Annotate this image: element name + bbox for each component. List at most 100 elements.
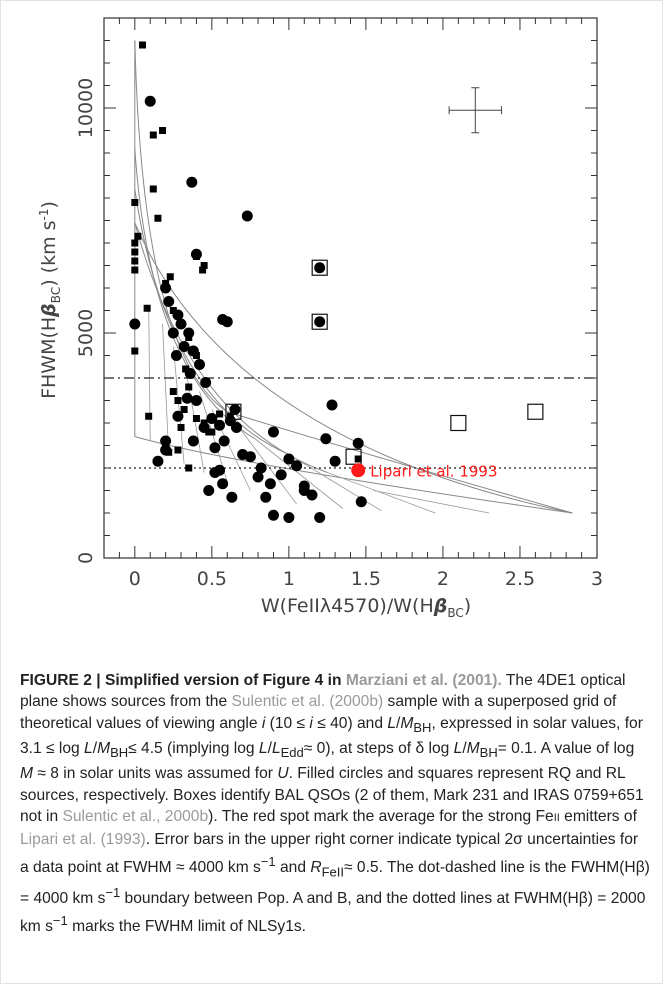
caption-var: L xyxy=(84,740,93,757)
rq-circle-marker xyxy=(184,368,196,379)
caption-text: / xyxy=(267,740,272,757)
caption-ref-sulentic-2[interactable]: Sulentic et al., 2000b xyxy=(62,808,209,825)
rq-circle-marker xyxy=(206,413,218,424)
x-tick-label: 3 xyxy=(591,568,603,590)
rq-circle-marker xyxy=(217,478,229,490)
caption-text: / xyxy=(396,714,401,732)
rl-square-marker xyxy=(216,410,224,418)
grid-line xyxy=(162,323,170,455)
rq-circle-marker xyxy=(170,350,182,361)
caption-var: U xyxy=(277,765,289,783)
rq-circle-marker xyxy=(200,377,212,388)
y-tick-labels: 0 5000 10000 xyxy=(75,78,97,564)
rq-circle-marker xyxy=(203,485,215,496)
rq-circle-marker xyxy=(172,309,184,321)
caption-var: i xyxy=(309,714,313,732)
rq-circle-marker xyxy=(160,435,172,447)
rl-square-marker xyxy=(180,406,188,413)
scatter-chart: 0 0.5 1 1.5 2 2.5 3 0 5000 10000 Lipari et al. 1… xyxy=(37,17,603,620)
rl-square-marker xyxy=(199,266,207,274)
x-tick-label: 2 xyxy=(437,568,449,590)
rq-circle-marker xyxy=(306,489,318,501)
rq-circle-marker xyxy=(267,426,279,438)
rq-circle-marker xyxy=(187,345,199,357)
rq-circle-marker xyxy=(255,462,267,474)
annotation-lipari: Lipari et al. 1993 xyxy=(370,462,497,480)
x-axis-title: W(FeIIλ4570)/W(HβBC) xyxy=(261,595,471,620)
x-tick-label: 0.5 xyxy=(197,568,227,590)
caption-text: . Filled circles and squares represent R… xyxy=(20,765,644,825)
figure-caption: FIGURE 2 | Simplified version of Figure … xyxy=(20,670,650,937)
x-tick-labels: 0 0.5 1 1.5 2 2.5 3 xyxy=(129,568,603,590)
rl-square-marker xyxy=(131,248,139,256)
rl-square-marker xyxy=(139,41,147,49)
error-bar xyxy=(448,87,502,134)
caption-text: ≤ 4.5 (implying log xyxy=(128,740,259,757)
grid-line xyxy=(148,305,151,442)
caption-var: M xyxy=(400,714,414,732)
caption-title-ref[interactable]: Marziani et al. (2001). xyxy=(345,672,502,689)
caption-sub: BH xyxy=(110,745,129,761)
caption-text: ). The red spot mark the average for the… xyxy=(208,808,554,825)
rl-square-marker xyxy=(192,415,200,422)
rq-circle-marker xyxy=(320,433,332,445)
caption-text: emitters of xyxy=(559,808,637,825)
rq-circle-marker xyxy=(167,327,179,339)
bal-box-marker xyxy=(527,403,544,420)
rq-circle-marker xyxy=(260,491,272,503)
rl-square-marker xyxy=(182,365,190,373)
caption-var: i xyxy=(261,714,266,732)
y-tick-label: 0 xyxy=(75,552,97,564)
rq-circle-marker xyxy=(178,341,190,352)
rl-square-marker xyxy=(131,239,139,247)
caption-text: and xyxy=(275,858,311,876)
caption-text: = 0.1. A value of log xyxy=(497,740,635,757)
rl-square-marker xyxy=(208,428,216,436)
reference-lines xyxy=(104,377,597,469)
grid-line xyxy=(373,490,490,514)
rl-square-marker xyxy=(154,214,162,222)
rq-circle-marker xyxy=(252,471,264,483)
rq-circle-marker xyxy=(144,95,156,107)
rq-circle-marker xyxy=(314,316,326,328)
rq-circle-marker xyxy=(283,512,295,523)
rq-circle-marker xyxy=(187,435,199,447)
caption-text: , expressed in solar values, for 3.1 ≤ l… xyxy=(20,714,643,757)
rq-circle-marker xyxy=(314,512,326,523)
rq-circle-marker xyxy=(283,453,295,465)
bal-box-marker xyxy=(450,414,467,432)
rq-circle-marker xyxy=(129,318,141,330)
caption-ref-sulentic[interactable]: Sulentic et al. (2000b) xyxy=(231,693,384,711)
caption-text: ≈ 8 in solar units was assumed for xyxy=(33,765,278,783)
rl-square-marker xyxy=(131,257,139,265)
rl-square-marker xyxy=(134,232,142,240)
caption-title: FIGURE 2 | Simplified version of Figure … xyxy=(20,672,346,689)
rq-circle-marker xyxy=(194,359,206,370)
grid-curve xyxy=(227,411,573,514)
caption-text: The 4DE1 optical plane shows sources fro… xyxy=(20,672,626,711)
caption-text: marks the FWHM limit of NLSy1s. xyxy=(67,917,307,935)
rl-square-marker xyxy=(149,131,157,139)
caption-text: . Error bars in the upper right corner i… xyxy=(20,831,639,876)
caption-ref-lipari[interactable]: Lipari et al. (1993) xyxy=(20,831,146,849)
rl-square-marker xyxy=(354,455,362,463)
data-markers xyxy=(129,41,544,523)
bal-box-marker xyxy=(345,448,362,465)
y-tick-label: 5000 xyxy=(75,309,97,357)
rq-circle-marker xyxy=(160,282,172,294)
rq-circle-marker xyxy=(209,442,221,454)
rq-circle-marker xyxy=(298,480,310,492)
rl-square-marker xyxy=(149,185,157,193)
rl-square-marker xyxy=(200,262,208,269)
rl-square-marker xyxy=(145,412,153,420)
caption-smallcaps: II xyxy=(553,812,560,824)
rl-square-marker xyxy=(166,273,174,281)
rl-square-marker xyxy=(169,307,177,314)
caption-text: / xyxy=(92,740,98,757)
rl-square-marker xyxy=(131,266,139,274)
y-axis-title: FHWM(HβBC) (km s-1) xyxy=(37,201,63,399)
rq-circle-marker xyxy=(190,248,202,260)
y-tick-label: 10000 xyxy=(75,78,97,138)
rq-circle-marker xyxy=(264,478,276,490)
